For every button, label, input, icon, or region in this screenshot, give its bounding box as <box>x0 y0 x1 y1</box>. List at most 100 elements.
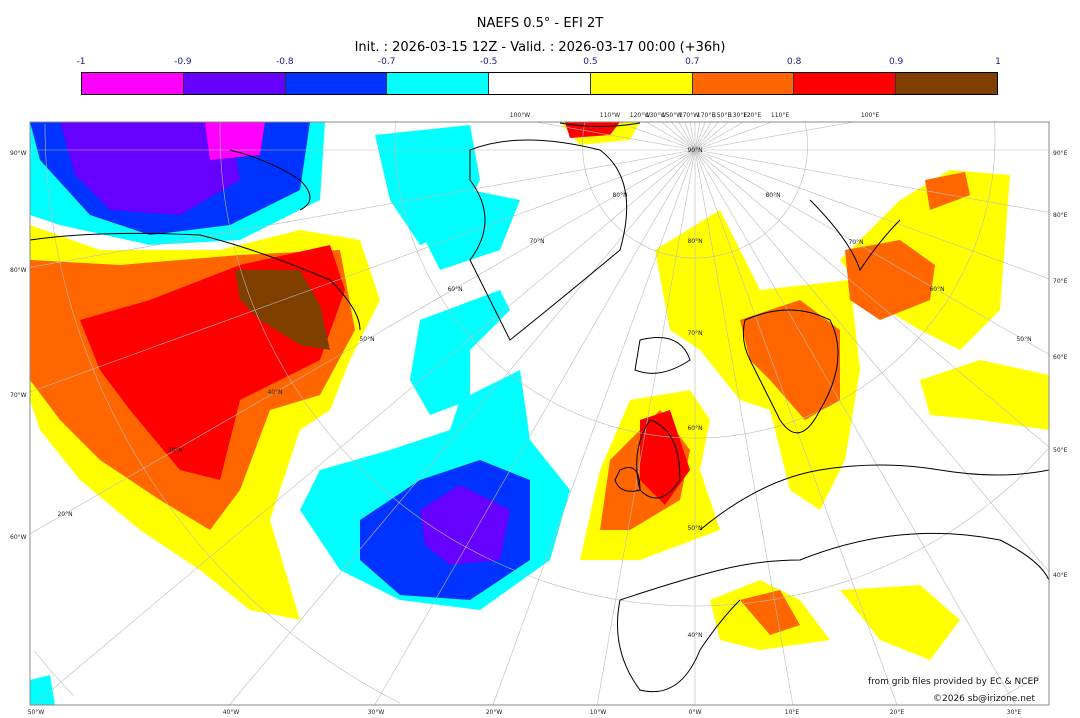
graticule-label: 80°N <box>765 192 780 199</box>
graticule-label: 90°N <box>687 147 702 154</box>
latitude-line <box>804 122 808 146</box>
graticule-label: 150°W <box>662 112 682 119</box>
graticule-label: 110°E <box>771 112 789 119</box>
map-subtitle: Init. : 2026-03-15 12Z - Valid. : 2026-0… <box>354 40 726 55</box>
colorbar-bin <box>489 73 591 94</box>
colorbar-tick-label: 0.5 <box>583 57 598 67</box>
meridian-line <box>694 122 773 151</box>
colorbar-bin <box>692 73 795 94</box>
graticule-label: 50°E <box>1053 447 1068 454</box>
graticule-label: 110°W <box>600 112 620 119</box>
meridian-line <box>536 122 696 151</box>
graticule-label: 80°W <box>10 267 27 274</box>
graticule-label: 70°W <box>10 392 27 399</box>
graticule-label: 70°N <box>848 239 863 246</box>
meridian-line <box>694 122 701 151</box>
meridian-line <box>694 149 1049 280</box>
colorbar-bin <box>82 73 184 94</box>
colorbar-tick-label: -1 <box>76 57 86 67</box>
graticule-label: 50°N <box>359 336 374 343</box>
graticule-label: 30°W <box>368 709 385 716</box>
graticule-label: 10°W <box>590 709 607 716</box>
graticule-label: 50°N <box>1016 336 1031 343</box>
graticule <box>30 122 1049 705</box>
colorbar-tick-label: 0.9 <box>888 57 904 67</box>
latitude-line <box>394 122 996 439</box>
meridian-line <box>689 122 696 151</box>
meridian-line <box>374 149 696 705</box>
graticule-label: 70°N <box>529 238 544 245</box>
graticule-label: 20°N <box>57 511 72 518</box>
meridian-line <box>646 122 696 151</box>
coastlines <box>30 122 1049 693</box>
graticule-label: 100°E <box>861 112 879 119</box>
graticule-label: 120°E <box>743 112 761 119</box>
graticule-label: 20°W <box>486 709 503 716</box>
meridian-line <box>694 149 794 705</box>
meridian-line <box>30 149 696 393</box>
graticule-label: 40°N <box>267 389 282 396</box>
graticule-label: 40°W <box>223 709 240 716</box>
map-title: NAEFS 0.5° - EFI 2T <box>476 16 604 31</box>
meridian-line <box>671 122 696 151</box>
colorbar-tick-label: -0.5 <box>479 57 498 67</box>
graticule-label: 30°N <box>167 447 182 454</box>
meridian-line <box>694 149 1049 448</box>
colorbar-bin <box>285 73 388 94</box>
graticule-label: 80°E <box>1053 212 1068 219</box>
graticule-label: 70°N <box>687 330 702 337</box>
graticule-label: 120°W <box>630 112 650 119</box>
colorbar-bin <box>590 73 693 94</box>
meridian-line <box>694 149 1049 213</box>
efi-field <box>30 122 1049 705</box>
latitude-line <box>989 674 1040 704</box>
colorbar-tick-label: -0.9 <box>174 57 192 67</box>
graticule-label: 50°N <box>687 525 702 532</box>
meridian-line <box>694 122 729 151</box>
graticule-label: 10°E <box>785 709 800 716</box>
graticule-label: 150°E <box>713 112 731 119</box>
graticule-label: 130°E <box>729 112 747 119</box>
meridian-line <box>617 122 696 151</box>
graticule-label: 0°W <box>689 709 702 716</box>
colorbar-tick-label: 0.7 <box>685 57 700 67</box>
graticule-label: 80°N <box>687 238 702 245</box>
colorbar <box>81 72 998 95</box>
graticule-label: 170°E <box>697 112 715 119</box>
meridian-line <box>30 149 696 535</box>
meridian-line <box>694 149 898 705</box>
graticule-label: 40°E <box>1053 572 1068 579</box>
map-frame <box>29 121 1050 706</box>
graticule-label: 30°E <box>1007 709 1022 716</box>
meridian-line <box>229 149 696 705</box>
source-credit: from grib files provided by EC & NCEP <box>868 677 1039 687</box>
graticule-label: 100°W <box>510 112 530 119</box>
graticule-label: 60°E <box>1053 354 1068 361</box>
meridian-line <box>694 149 1049 573</box>
latitude-line <box>44 123 401 704</box>
graticule-label: 130°W <box>646 112 666 119</box>
graticule-label: 20°E <box>890 709 905 716</box>
latitude-line <box>34 650 74 696</box>
colorbar-bin <box>387 73 490 94</box>
copyright: ©2026 sb@irizone.net <box>933 694 1035 704</box>
graticule-label: 90°W <box>10 150 27 157</box>
colorbar-tick-label: -0.8 <box>275 57 294 67</box>
colorbar-bin <box>794 73 897 94</box>
graticule-label: 90°E <box>1053 150 1068 157</box>
colorbar-bin <box>183 73 286 94</box>
meridian-line <box>492 149 696 705</box>
meridian-line <box>694 122 712 151</box>
graticule-label: 60°W <box>10 534 27 541</box>
colorbar-tick-label: 0.8 <box>787 57 802 67</box>
meridian-line <box>694 122 706 151</box>
meridian-line <box>33 149 696 705</box>
meridian-line <box>694 149 1016 705</box>
meridian-line <box>694 122 854 151</box>
graticule-label: 50°W <box>28 709 45 716</box>
colorbar-tick-label: 1 <box>995 57 1001 67</box>
graticule-label: 60°N <box>929 286 944 293</box>
graticule-label: 70°E <box>1053 278 1068 285</box>
graticule-label: 40°N <box>687 632 702 639</box>
